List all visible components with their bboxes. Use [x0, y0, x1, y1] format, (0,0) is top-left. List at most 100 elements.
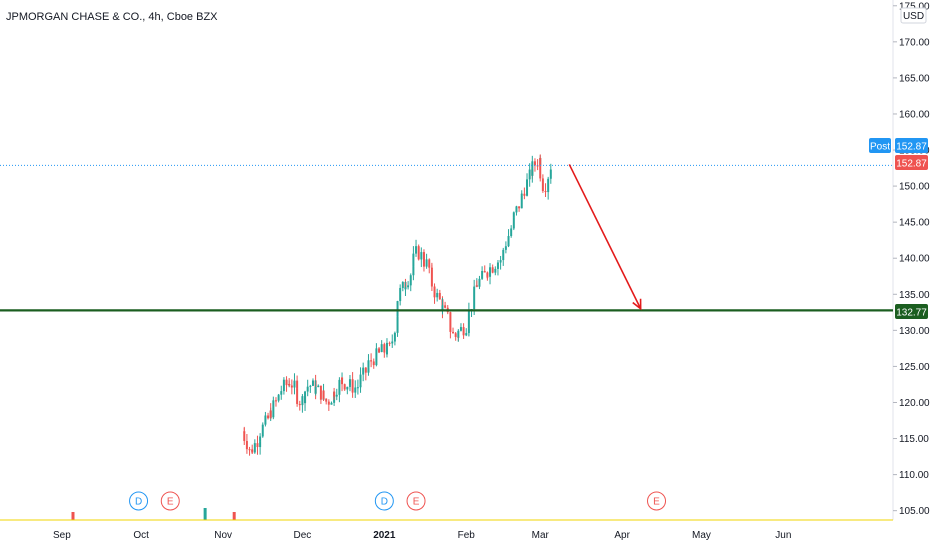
- candle-body: [494, 270, 497, 273]
- candle-body: [449, 327, 452, 332]
- candle-body: [385, 342, 388, 355]
- candle-body: [507, 236, 510, 247]
- candle-body: [512, 212, 515, 218]
- event-marker-circle: [374, 491, 394, 511]
- candle-body: [248, 449, 251, 451]
- candle-body: [296, 380, 299, 389]
- candle-body: [372, 361, 375, 366]
- support-price-tag: 132.77: [895, 304, 928, 319]
- time-axis[interactable]: Sep Oct Nov Dec 2021 Feb Mar Apr May Jun: [53, 530, 791, 541]
- chart-title: JPMORGAN CHASE & CO., 4h, Cboe BZX: [6, 11, 218, 23]
- x-tick-label: 2021: [373, 530, 396, 541]
- earnings-event-marker[interactable]: E: [406, 491, 426, 511]
- candle-body: [491, 267, 494, 273]
- candle-body: [351, 379, 354, 393]
- event-marker-label: D: [381, 497, 388, 508]
- event-marker-label: D: [135, 497, 142, 508]
- candle-body: [512, 217, 515, 229]
- candle-body: [393, 332, 396, 342]
- post-value: 152.87: [896, 142, 927, 153]
- candle-body: [486, 276, 489, 278]
- candle-body: [288, 383, 291, 386]
- candle-body: [285, 379, 288, 386]
- candle-body: [473, 286, 476, 310]
- candle-body: [319, 385, 322, 400]
- candle-body: [533, 161, 536, 166]
- y-tick-label: 135.00: [899, 290, 930, 301]
- candle-body: [396, 301, 399, 317]
- candle-body: [539, 157, 542, 179]
- candle-body: [383, 344, 386, 353]
- x-tick-label: May: [692, 530, 711, 541]
- candle-body: [412, 253, 415, 267]
- candle-body: [327, 401, 330, 405]
- candle-body: [261, 424, 264, 437]
- x-tick-label: Oct: [133, 530, 149, 541]
- y-tick-label: 125.00: [899, 362, 930, 373]
- y-tick-label: 105.00: [899, 506, 930, 517]
- candle-body: [412, 266, 415, 276]
- candle-body: [465, 333, 468, 336]
- candle-body: [459, 327, 462, 331]
- candle-body: [502, 249, 505, 254]
- dividend-event-marker[interactable]: D: [374, 491, 394, 511]
- candle-body: [251, 449, 254, 453]
- currency-label-text: USD: [903, 11, 924, 22]
- event-marker-label: E: [653, 497, 660, 508]
- candle-body: [457, 330, 460, 338]
- candle-body: [298, 403, 301, 406]
- candle-body: [467, 310, 470, 329]
- x-tick-label: Mar: [532, 530, 550, 541]
- candle-body: [364, 367, 367, 373]
- projection-arrow[interactable]: [568, 164, 642, 311]
- y-tick-label: 120.00: [899, 398, 930, 409]
- earnings-event-marker[interactable]: E: [160, 491, 180, 511]
- candle-body: [425, 259, 428, 267]
- candle-body: [272, 400, 275, 418]
- candle-body: [531, 161, 534, 176]
- x-tick-label: Apr: [614, 530, 630, 541]
- currency-label[interactable]: USD: [900, 7, 927, 24]
- event-marker-circle: [160, 491, 180, 511]
- y-tick-label: 175.00: [899, 1, 930, 12]
- candle-body: [378, 351, 381, 353]
- candle-body: [259, 436, 262, 442]
- candle-body: [515, 206, 518, 213]
- candle-body: [430, 269, 433, 287]
- candle-body: [489, 267, 492, 277]
- candle-body: [407, 285, 410, 288]
- candle-body: [483, 271, 486, 273]
- candle-body: [520, 193, 523, 196]
- candle-body: [343, 384, 346, 390]
- candle-body: [330, 402, 333, 405]
- event-marker-circle: [406, 491, 426, 511]
- candle-body: [282, 379, 285, 392]
- candle-body: [420, 252, 423, 260]
- candle-body: [348, 379, 351, 386]
- candle-body: [311, 380, 314, 386]
- candle-body: [428, 259, 431, 268]
- candle-body: [301, 396, 304, 406]
- event-marker-label: E: [167, 497, 174, 508]
- candle-body: [333, 391, 336, 397]
- dividend-event-marker[interactable]: D: [129, 491, 149, 511]
- candle-body: [267, 415, 270, 419]
- candle-body: [293, 380, 296, 388]
- candle-body: [370, 360, 373, 362]
- candle-body: [264, 415, 267, 425]
- post-label: Post: [870, 142, 890, 153]
- event-marker-label: E: [413, 497, 420, 508]
- candle-body: [296, 388, 299, 404]
- price-axis[interactable]: 105.00 110.00 115.00 120.00 125.00 130.00 135.…: [869, 1, 930, 517]
- candle-body: [391, 341, 394, 344]
- candle-body: [325, 398, 328, 402]
- earnings-event-marker[interactable]: E: [647, 491, 667, 511]
- candle-body: [528, 169, 531, 180]
- candle-body: [290, 385, 293, 388]
- candle-body: [338, 379, 341, 395]
- candle-body: [71, 512, 75, 520]
- candle-body: [309, 385, 312, 387]
